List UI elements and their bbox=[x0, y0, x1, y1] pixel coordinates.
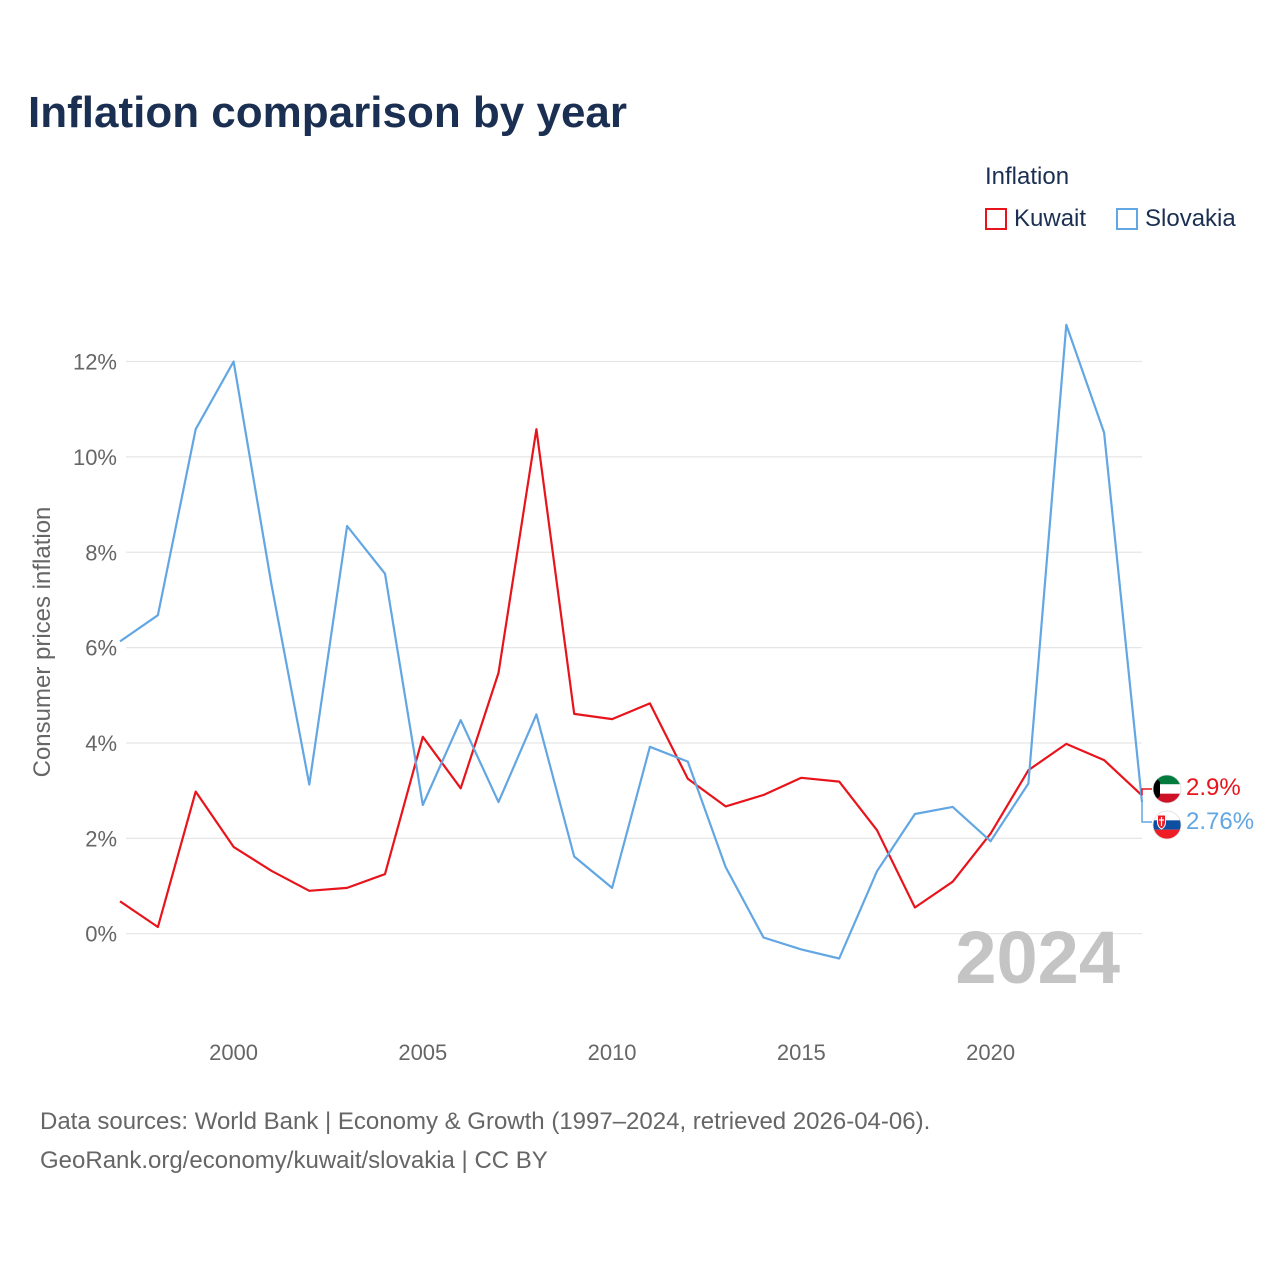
y-tick-label: 6% bbox=[85, 636, 117, 661]
x-tick-label: 2020 bbox=[966, 1040, 1015, 1065]
x-tick-label: 2005 bbox=[398, 1040, 447, 1065]
y-tick-label: 4% bbox=[85, 731, 117, 756]
kuwait-label-connector bbox=[1141, 788, 1152, 796]
year-watermark: 2024 bbox=[955, 916, 1120, 999]
kuwait-flag-icon bbox=[1152, 774, 1182, 804]
series-lines bbox=[119, 323, 1144, 960]
slovakia-swatch bbox=[1116, 208, 1138, 230]
y-tick-label: 12% bbox=[73, 350, 117, 375]
y-tick-label: 0% bbox=[85, 922, 117, 947]
legend-label-kuwait: Kuwait bbox=[1014, 205, 1087, 232]
footer-source: Data sources: World Bank | Economy & Gro… bbox=[40, 1108, 931, 1135]
kuwait-end-label: 2.9% bbox=[1186, 774, 1241, 801]
gridlines bbox=[126, 360, 1142, 935]
slovakia-flag-icon bbox=[1152, 810, 1182, 840]
legend-title: Inflation bbox=[985, 163, 1070, 190]
x-tick-label: 2015 bbox=[777, 1040, 826, 1065]
y-axis-label: Consumer prices inflation bbox=[29, 507, 56, 778]
series-line-kuwait[interactable] bbox=[119, 428, 1143, 929]
slovakia-label-connector bbox=[1141, 802, 1152, 823]
x-tick-label: 2000 bbox=[209, 1040, 258, 1065]
footer-link[interactable]: GeoRank.org/economy/kuwait/slovakia | CC… bbox=[40, 1147, 548, 1174]
y-tick-label: 10% bbox=[73, 445, 117, 470]
y-tick-label: 2% bbox=[85, 826, 117, 851]
x-tick-label: 2010 bbox=[588, 1040, 637, 1065]
x-axis-ticks: 2000 2005 2010 2015 2020 bbox=[209, 1040, 1015, 1065]
y-tick-label: 8% bbox=[85, 540, 117, 565]
y-axis-ticks: 0% 2% 4% 6% 8% 10% 12% bbox=[73, 350, 117, 947]
chart-title: Inflation comparison by year bbox=[28, 88, 628, 137]
legend-item-kuwait[interactable]: Kuwait bbox=[985, 204, 1086, 234]
slovakia-end-label: 2.76% bbox=[1186, 808, 1254, 835]
legend-label-slovakia: Slovakia bbox=[1145, 205, 1236, 232]
series-line-slovakia[interactable] bbox=[119, 323, 1144, 960]
kuwait-swatch bbox=[985, 208, 1007, 230]
legend-item-slovakia[interactable]: Slovakia bbox=[1116, 204, 1236, 234]
